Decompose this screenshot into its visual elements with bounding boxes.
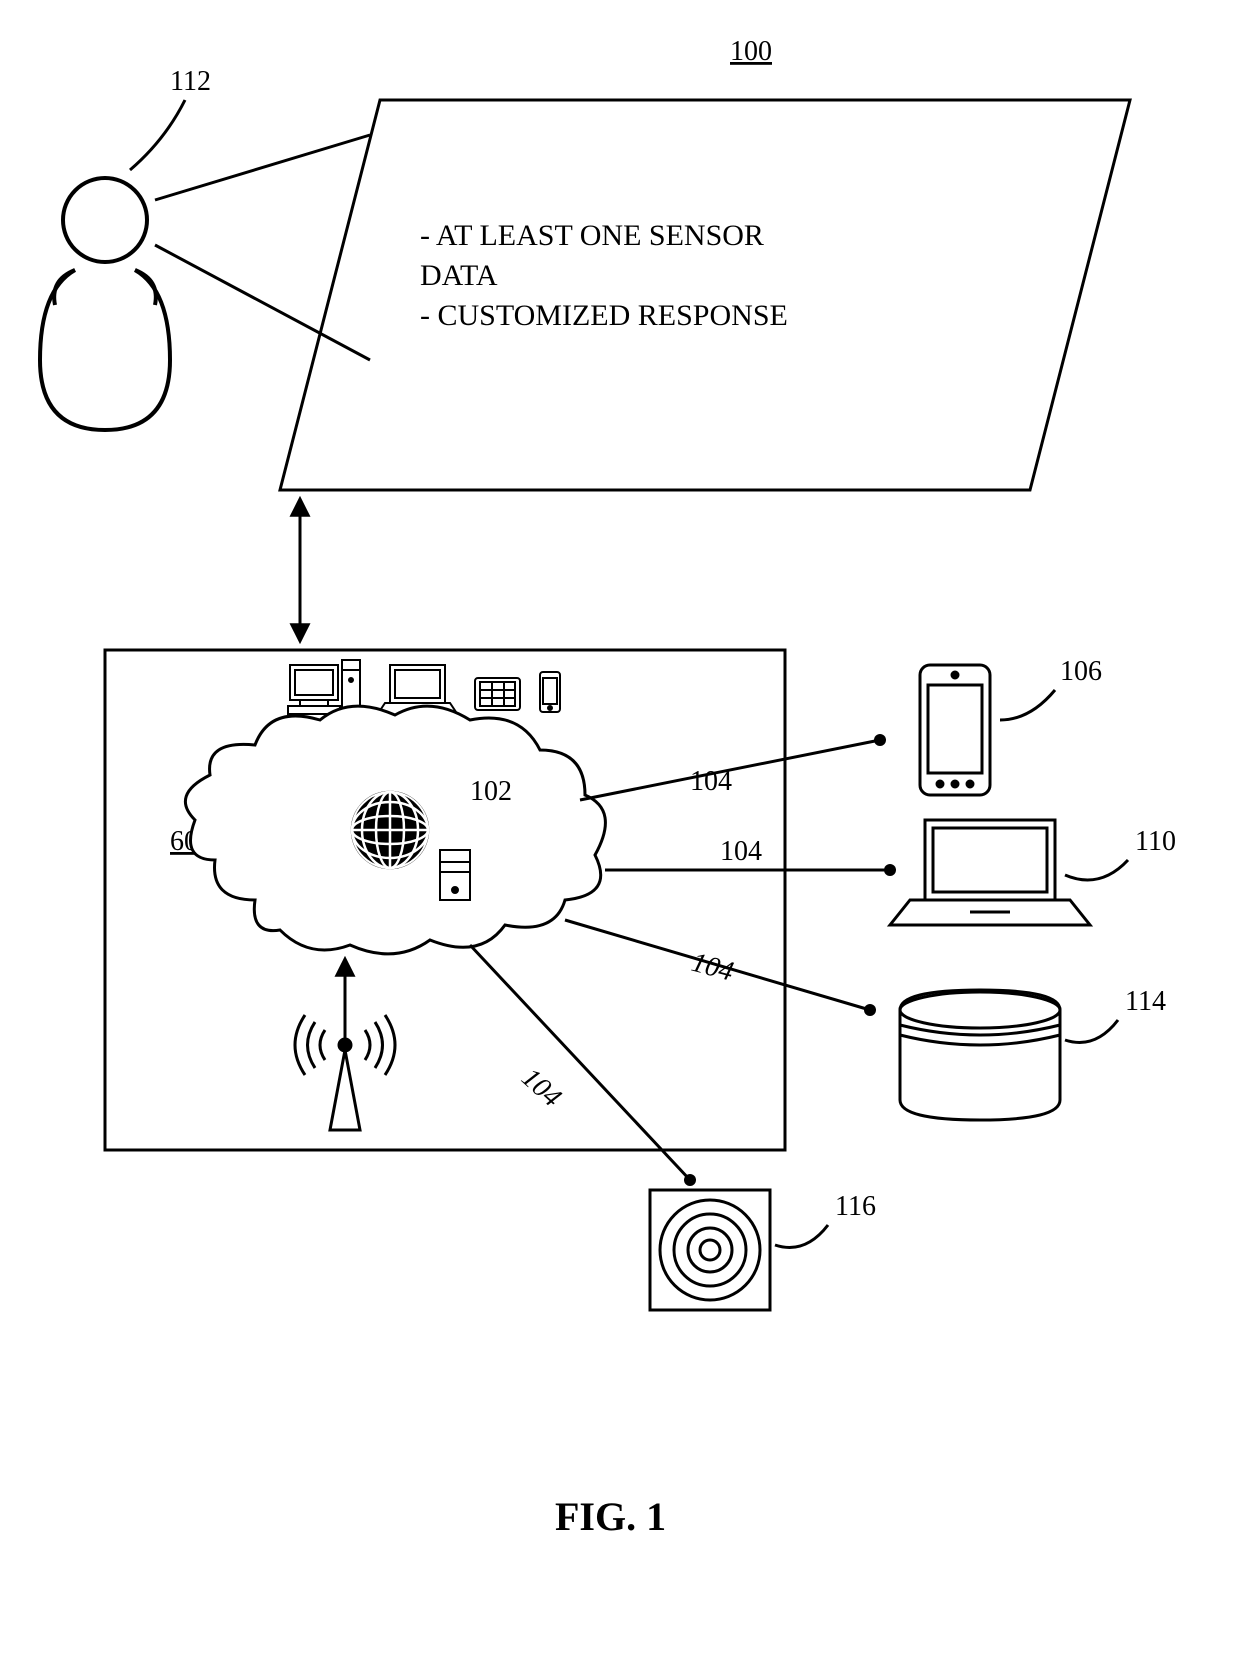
ref-116: 116 [835,1191,876,1222]
ref-104-d: 104 [515,1062,567,1113]
ref-100: 100 [730,36,772,67]
leader-112 [130,100,185,170]
person-icon [40,178,170,430]
laptop-icon [890,820,1090,925]
figure-caption: FIG. 1 [555,1494,666,1539]
display-panel [280,100,1130,490]
server-icon [440,850,470,900]
leader-114 [1065,1020,1118,1043]
conn-116 [470,945,690,1180]
ref-110: 110 [1135,826,1176,857]
cylinder-icon [900,990,1060,1120]
display-line3: - CUSTOMIZED RESPONSE [420,299,788,332]
ref-102: 102 [470,776,512,807]
camera-icon [650,1190,770,1310]
display-line2: DATA [420,259,498,292]
ref-106: 106 [1060,656,1102,687]
ref-112: 112 [170,66,211,97]
smartphone-icon [920,665,990,795]
display-line1: - AT LEAST ONE SENSOR [420,219,764,252]
ref-104-a: 104 [690,766,732,797]
globe-icon [352,792,428,868]
ref-114: 114 [1125,986,1166,1017]
phone-icon-small [540,672,560,712]
leader-116 [775,1225,828,1248]
leader-110 [1065,860,1128,880]
ref-104-b: 104 [720,836,762,867]
figure-svg: 100 112 - AT LEAST ONE SENSOR DATA - CUS… [0,0,1240,1668]
ref-104-c: 104 [688,947,737,988]
leader-106 [1000,690,1055,720]
sightline-1 [155,135,370,200]
tablet-icon [475,678,520,710]
